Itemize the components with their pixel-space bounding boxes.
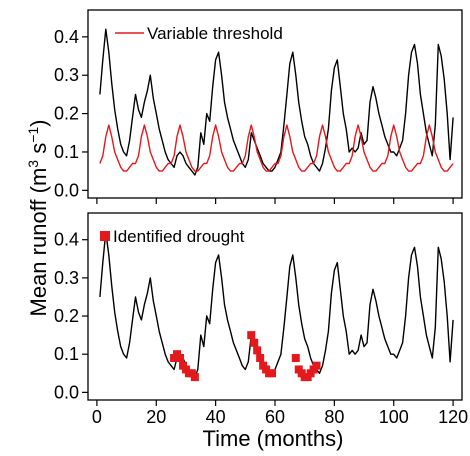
- legend-label-drought: Identified drought: [113, 227, 245, 246]
- drought-marker: [256, 354, 265, 363]
- plot-area: [99, 28, 454, 176]
- x-tick-label: 0: [92, 407, 102, 427]
- y-tick-label: 0.0: [54, 382, 79, 402]
- y-axis-title-mid: s: [26, 143, 51, 160]
- y-tick-label: 0.4: [54, 27, 79, 47]
- x-tick-label: 100: [379, 407, 409, 427]
- y-axis-title: Mean runoff (m3 s−1): [25, 120, 51, 317]
- threshold-line: [99, 124, 454, 172]
- x-tick-label: 60: [265, 407, 285, 427]
- drought-marker: [268, 369, 277, 378]
- drought-marker: [291, 354, 300, 363]
- panel-drought: 0.0 0.1 0.2 0.3 0.4 0 20 40 60 80 100 120 Identified…: [54, 212, 468, 427]
- legend-square-swatch: [100, 231, 110, 241]
- y-tick-label: 0.2: [54, 104, 79, 124]
- drought-marker: [253, 346, 262, 355]
- x-tick-label: 80: [324, 407, 344, 427]
- panel-threshold: 0.0 0.1 0.2 0.3 0.4 Variable threshold: [54, 9, 463, 204]
- y-tick-label: 0.1: [54, 142, 79, 162]
- y-tick-label: 0.3: [54, 268, 79, 288]
- drought-marker: [247, 331, 256, 340]
- y-axis-title-main: Mean runoff (m: [26, 168, 51, 317]
- y-tick-label: 0.0: [54, 180, 79, 200]
- y-axis-title-end: ): [26, 120, 51, 127]
- drought-marker: [176, 354, 185, 363]
- legend-label-threshold: Variable threshold: [147, 24, 283, 43]
- runoff-line: [99, 231, 454, 378]
- y-tick-label: 0.2: [54, 306, 79, 326]
- drought-marker: [190, 373, 199, 382]
- x-tick-label: 40: [206, 407, 226, 427]
- x-axis-title: Time (months): [203, 426, 344, 451]
- drought-marker: [312, 361, 321, 370]
- drought-marker: [250, 338, 259, 347]
- x-tick-label: 120: [438, 407, 468, 427]
- x-tick-label: 20: [146, 407, 166, 427]
- y-tick-label: 0.4: [54, 230, 79, 250]
- y-tick-label: 0.1: [54, 344, 79, 364]
- y-tick-label: 0.3: [54, 65, 79, 85]
- y-axis-title-sup2: −1: [25, 127, 41, 143]
- y-axis-title-sup1: 3: [25, 160, 41, 168]
- plot-area: [99, 231, 454, 382]
